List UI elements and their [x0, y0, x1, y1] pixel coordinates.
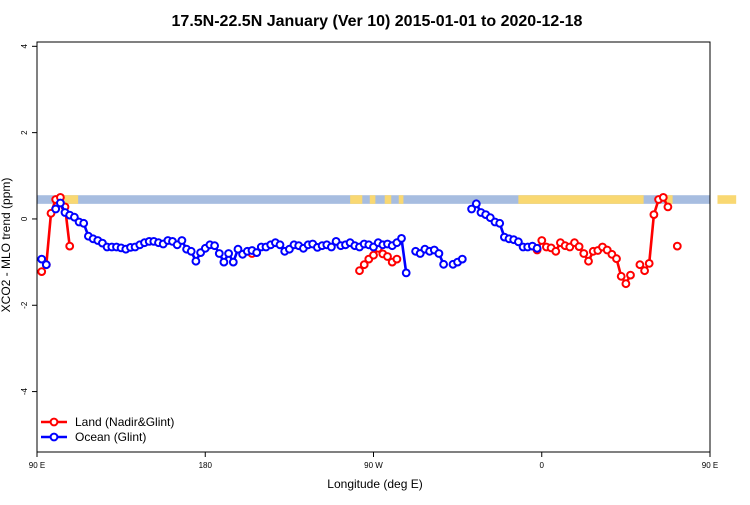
data-point	[457, 254, 467, 264]
data-point	[177, 236, 187, 245]
data-point	[355, 266, 364, 276]
data-point	[467, 204, 477, 214]
data-point	[532, 243, 542, 253]
land-mask-segment-0	[58, 195, 79, 204]
data-point	[252, 248, 262, 258]
data-point	[616, 271, 626, 281]
data-point	[621, 279, 631, 289]
land-ocean-mask-band	[37, 195, 737, 204]
data-point	[186, 246, 196, 256]
data-point	[640, 266, 649, 276]
legend-item-1: Ocean (Glint)	[41, 430, 146, 444]
land-mask-segment-3	[384, 195, 392, 204]
data-point	[537, 236, 547, 245]
data-point	[579, 249, 589, 258]
data-point	[224, 249, 234, 258]
data-point	[439, 259, 449, 269]
data-point	[359, 260, 369, 270]
data-point	[635, 260, 645, 270]
data-point	[584, 256, 593, 266]
data-point	[275, 240, 285, 250]
data-point	[574, 242, 584, 252]
data-point	[37, 254, 47, 264]
data-point	[663, 202, 673, 212]
data-point	[41, 260, 51, 270]
data-point	[514, 237, 523, 247]
land-mask-segment-4	[398, 195, 404, 204]
series-layer	[37, 193, 682, 289]
data-point	[649, 210, 659, 220]
data-point	[397, 234, 406, 243]
chart-title: 17.5N-22.5N January (Ver 10) 2015-01-01 …	[172, 13, 583, 30]
legend-swatch-marker	[49, 417, 59, 427]
data-point	[401, 268, 411, 278]
x-tick-label: 0	[540, 461, 545, 470]
data-point	[612, 254, 621, 264]
y-tick-label: 4	[20, 44, 29, 49]
data-point	[626, 270, 635, 280]
data-point	[219, 257, 229, 267]
legend-label: Land (Nadir&Glint)	[75, 415, 174, 429]
x-tick-label: 180	[199, 461, 213, 470]
data-point	[214, 249, 224, 258]
y-axis-title: XCO2 - MLO trend (ppm)	[0, 178, 13, 313]
legend-label: Ocean (Glint)	[75, 430, 146, 444]
data-point	[228, 257, 238, 267]
data-point	[65, 241, 75, 251]
data-point	[233, 244, 243, 254]
data-point	[51, 204, 61, 214]
data-point	[672, 241, 682, 251]
data-point	[79, 218, 89, 228]
land-mask-segment-7	[717, 195, 737, 204]
land-mask-segment-6	[665, 195, 673, 204]
y-tick-label: -4	[20, 387, 29, 395]
series-line-0-5	[638, 196, 670, 273]
data-point	[369, 250, 378, 260]
data-point	[327, 242, 336, 252]
data-point	[644, 259, 654, 268]
axes: 90 E 180 90 W 0 90 E 4 2 0 -2 -4	[20, 41, 718, 470]
x-axis-title: Longitude (deg E)	[327, 477, 422, 491]
y-tick-label: -2	[20, 301, 29, 309]
data-point	[551, 246, 561, 256]
legend-item-0: Land (Nadir&Glint)	[41, 415, 174, 429]
x-tick-label: 90 E	[29, 461, 45, 470]
data-point	[392, 254, 402, 264]
data-point	[658, 193, 668, 202]
data-point	[210, 241, 220, 251]
x-tick-label: 90 E	[702, 461, 718, 470]
data-point	[37, 267, 47, 277]
x-tick-label: 90 W	[364, 461, 383, 470]
legend-swatch-marker	[49, 432, 59, 442]
land-mask-segment-2	[369, 195, 376, 204]
data-point	[191, 256, 201, 266]
data-point	[434, 249, 444, 258]
y-tick-label: 2	[20, 130, 29, 135]
y-tick-label: 0	[20, 216, 29, 221]
data-point	[56, 198, 65, 208]
land-mask-segment-1	[350, 195, 363, 204]
data-point	[471, 199, 481, 209]
series-1	[37, 198, 542, 278]
data-point	[383, 252, 392, 261]
land-mask-segment-5	[518, 195, 644, 204]
data-point	[495, 218, 505, 228]
legend: Land (Nadir&Glint)Ocean (Glint)	[41, 415, 174, 444]
series-0	[37, 193, 682, 289]
